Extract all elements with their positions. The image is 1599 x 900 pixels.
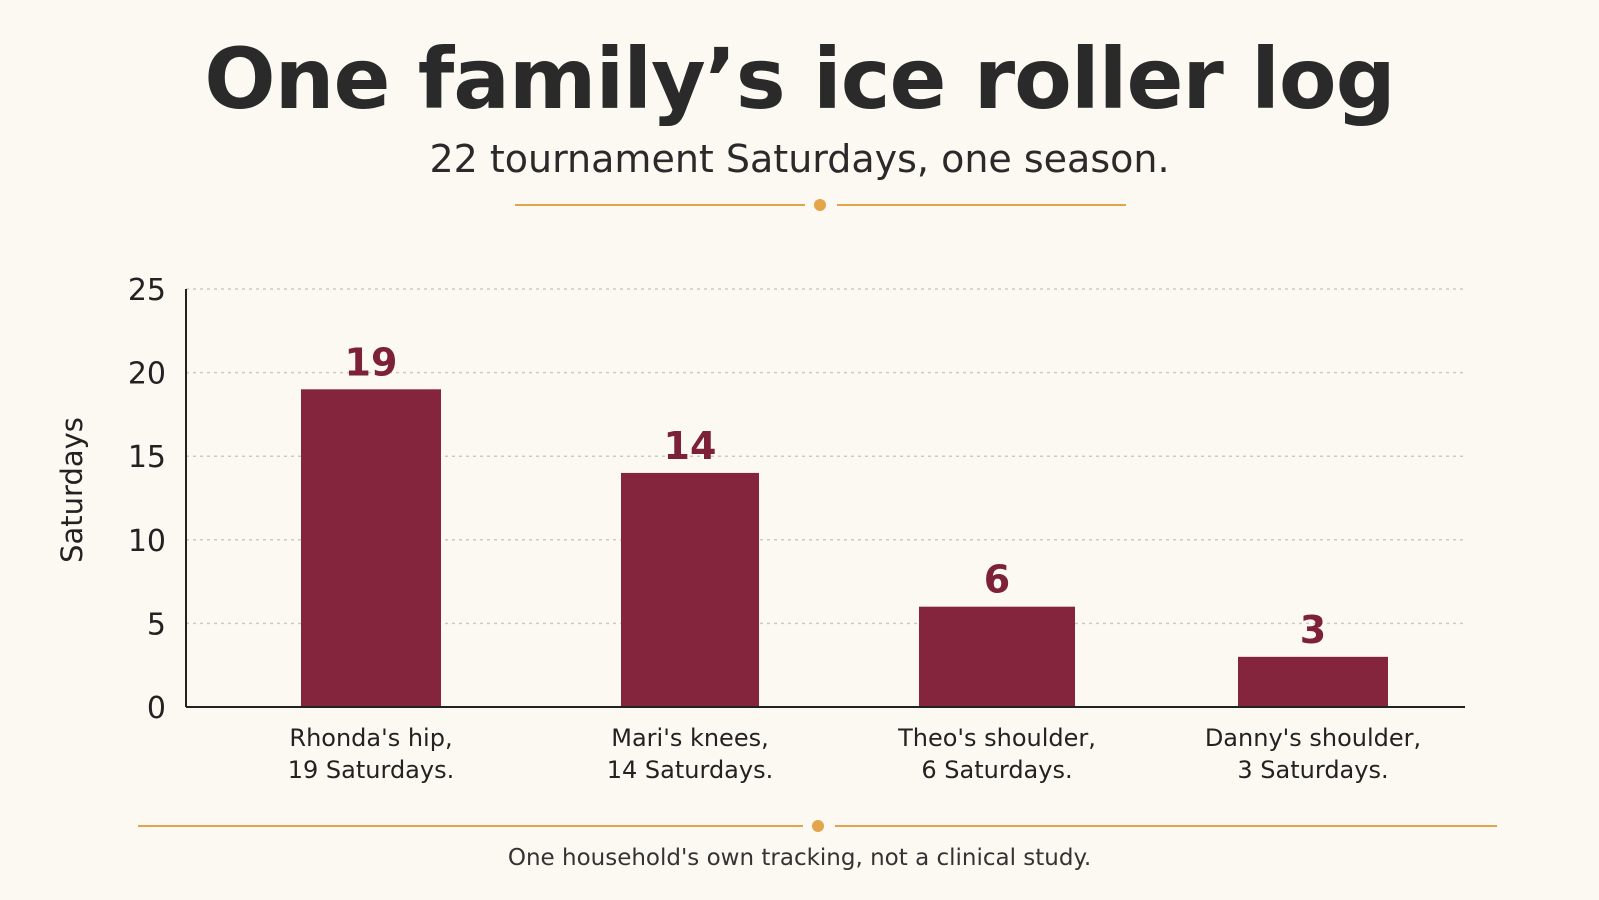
bar-value-labels: 19 14 6 3 bbox=[345, 340, 1327, 652]
y-tick-label: 20 bbox=[128, 357, 166, 392]
category-label-line: Rhonda's hip, bbox=[289, 724, 452, 752]
category-labels: Rhonda's hip, 19 Saturdays. Mari's knees, 1… bbox=[288, 724, 1421, 784]
category-label-line: 14 Saturdays. bbox=[607, 756, 773, 784]
bar-3 bbox=[919, 606, 1075, 707]
chart-subtitle: 22 tournament Saturdays, one season. bbox=[429, 137, 1170, 181]
y-axis-ticks: 0 5 10 15 20 25 bbox=[128, 273, 166, 726]
y-tick-label: 15 bbox=[128, 440, 166, 475]
category-label-line: 6 Saturdays. bbox=[921, 756, 1072, 784]
chart-title: One family’s ice roller log bbox=[204, 30, 1395, 128]
category-label-line: Mari's knees, bbox=[611, 724, 768, 752]
category-label-line: 19 Saturdays. bbox=[288, 756, 454, 784]
bars bbox=[301, 389, 1388, 707]
bar-value-label: 19 bbox=[345, 340, 398, 384]
footnote: One household's own tracking, not a clin… bbox=[507, 845, 1092, 871]
y-tick-label: 10 bbox=[128, 524, 166, 559]
top-divider-dot bbox=[814, 199, 826, 211]
bar-value-label: 6 bbox=[984, 558, 1010, 602]
bottom-divider-dot bbox=[812, 820, 824, 832]
category-label-line: Danny's shoulder, bbox=[1205, 724, 1421, 752]
bar-value-label: 14 bbox=[664, 424, 717, 468]
bar-1 bbox=[301, 389, 441, 707]
bottom-divider bbox=[138, 820, 1497, 832]
bar-value-label: 3 bbox=[1300, 608, 1326, 652]
category-label-line: Theo's shoulder, bbox=[897, 724, 1096, 752]
y-axis-label: Saturdays bbox=[55, 417, 89, 563]
top-divider bbox=[515, 199, 1126, 211]
category-label-line: 3 Saturdays. bbox=[1237, 756, 1388, 784]
gridlines bbox=[186, 288, 1465, 625]
y-tick-label: 0 bbox=[147, 691, 166, 726]
bar-4 bbox=[1238, 656, 1388, 707]
y-tick-label: 25 bbox=[128, 273, 166, 308]
bar-2 bbox=[621, 472, 759, 707]
y-tick-label: 5 bbox=[147, 607, 166, 642]
